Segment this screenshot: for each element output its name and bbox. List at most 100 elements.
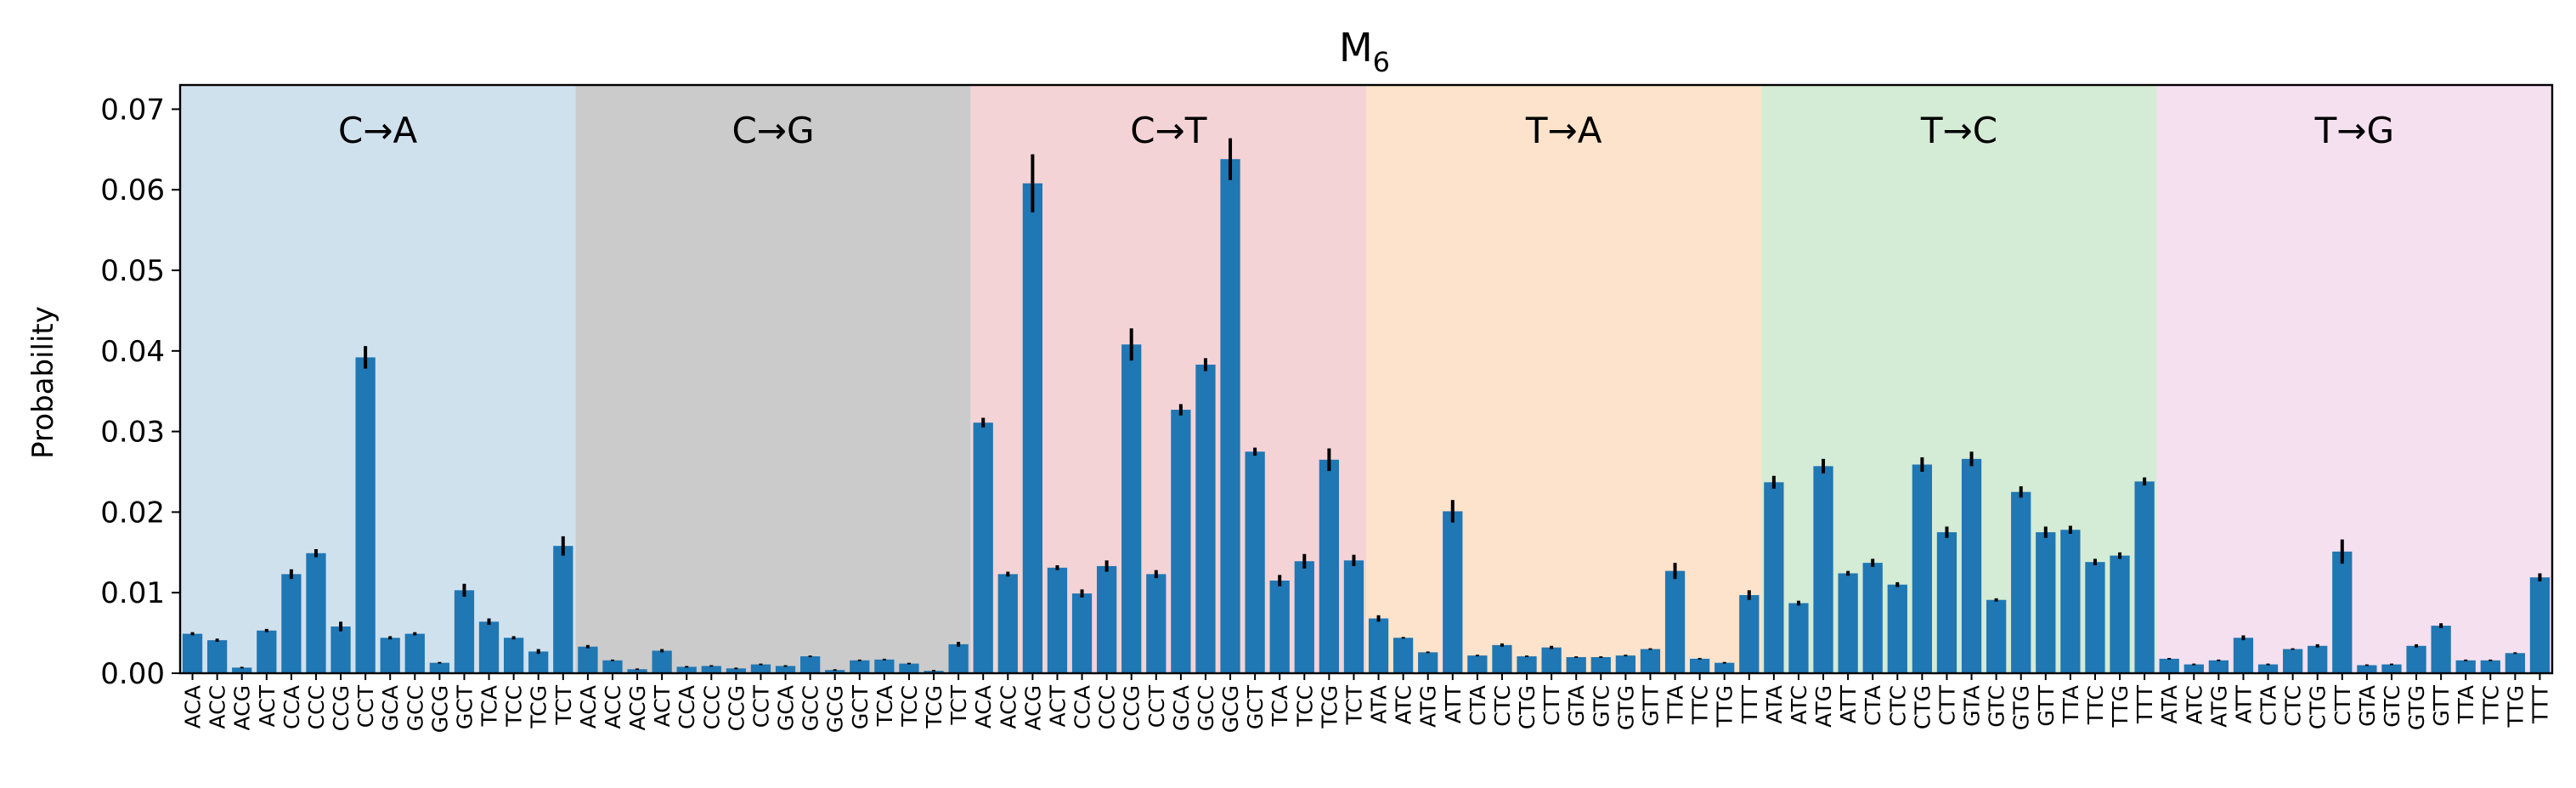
- x-tick-label: ACG: [230, 685, 255, 731]
- group-label: C→A: [338, 110, 418, 151]
- bar: [2357, 665, 2377, 673]
- bar: [775, 666, 796, 673]
- bar: [1838, 573, 1858, 673]
- bar: [899, 663, 919, 673]
- bar: [2332, 551, 2353, 673]
- bar: [306, 553, 326, 673]
- y-tick-label: 0.00: [100, 657, 165, 691]
- x-tick-label: GTT: [2034, 684, 2059, 726]
- bar: [602, 660, 623, 673]
- group-label: C→T: [1130, 110, 1207, 151]
- bar: [726, 668, 747, 673]
- group-label: T→C: [1920, 110, 1997, 151]
- x-tick-label: TCG: [527, 685, 551, 729]
- x-tick-label: TCT: [551, 684, 576, 725]
- chart-title: M6: [1339, 25, 1390, 78]
- x-tick-label: TTG: [2108, 685, 2133, 728]
- x-tick-label: GTT: [1638, 684, 1663, 726]
- x-tick-label: CTC: [1490, 685, 1515, 727]
- x-tick-label: ACC: [601, 685, 625, 729]
- bar: [1269, 580, 1290, 673]
- x-tick-label: TCT: [1342, 684, 1366, 725]
- x-tick-label: GCC: [403, 685, 427, 731]
- x-tick-label: ACT: [255, 684, 280, 727]
- bars: [182, 159, 2551, 674]
- bar: [1319, 459, 1340, 673]
- x-tick-label: TCC: [502, 685, 527, 728]
- x-tick-label: CTC: [1885, 685, 1910, 727]
- bar: [1294, 561, 1314, 673]
- bar: [1590, 657, 1611, 673]
- x-tick-label: GTG: [1613, 685, 1638, 730]
- x-tick-label: CCC: [699, 685, 724, 729]
- x-tick-label: CCG: [1120, 685, 1144, 731]
- bar: [355, 357, 376, 673]
- x-tick-label: TCT: [946, 684, 971, 725]
- bar: [2183, 664, 2204, 673]
- bar: [1343, 560, 1364, 673]
- x-tick-label: CCT: [353, 684, 378, 728]
- bar: [1541, 647, 1562, 673]
- bar: [232, 667, 252, 673]
- bar: [2381, 664, 2402, 673]
- group-band: [575, 85, 971, 673]
- bar: [924, 671, 944, 673]
- bar: [1862, 563, 1883, 673]
- bar: [2431, 626, 2451, 673]
- bar: [182, 633, 203, 673]
- x-tick-label: ATT: [2231, 684, 2256, 723]
- x-tick-label: GTC: [2380, 685, 2404, 728]
- bar: [1220, 159, 1240, 674]
- bar: [2282, 649, 2303, 673]
- x-tick-label: TCA: [477, 685, 502, 727]
- x-tick-label: TCG: [922, 685, 946, 729]
- bar: [2036, 532, 2056, 673]
- bar: [553, 546, 573, 673]
- bar: [701, 666, 721, 673]
- bar: [1121, 344, 1142, 673]
- x-tick-label: ATC: [1787, 685, 1811, 724]
- bar: [454, 590, 475, 673]
- x-tick-label: GTC: [1589, 685, 1613, 728]
- x-tick-label: ATC: [1392, 685, 1416, 724]
- bar: [1245, 451, 1265, 673]
- x-tick-label: GTA: [1960, 685, 1985, 727]
- bar: [1715, 662, 1735, 673]
- bar: [478, 621, 500, 673]
- bar: [1368, 618, 1389, 673]
- bar: [2208, 660, 2229, 673]
- bar: [2011, 491, 2031, 673]
- bar: [380, 638, 400, 673]
- bar: [1764, 482, 1784, 673]
- group-band: [1366, 85, 1762, 673]
- bar: [1986, 599, 2007, 673]
- bar: [2455, 660, 2476, 673]
- bar: [1640, 649, 1661, 673]
- bar: [799, 656, 821, 673]
- x-tick-label: ACA: [971, 685, 996, 728]
- x-tick-label: ATG: [1416, 685, 1441, 728]
- x-tick-label: GCA: [378, 685, 403, 731]
- x-tick-label: GTA: [1564, 685, 1589, 727]
- group-label: C→G: [732, 110, 814, 151]
- x-tick-label: GCA: [774, 685, 799, 731]
- x-tick-label: TCC: [897, 685, 922, 728]
- x-tick-label: TCG: [1317, 685, 1342, 729]
- bar: [281, 574, 302, 673]
- x-tick-label: GCG: [427, 685, 452, 733]
- bar: [1936, 532, 1957, 673]
- x-tick-label: ATA: [2157, 685, 2182, 724]
- bar: [1393, 638, 1414, 673]
- error-bars: [190, 138, 2542, 672]
- bar: [330, 626, 351, 673]
- y-tick-label: 0.05: [100, 254, 165, 288]
- x-tick-label: ACT: [650, 684, 675, 727]
- bar: [1071, 593, 1093, 673]
- x-tick-label: TTA: [2454, 685, 2478, 724]
- x-tick-label: CTG: [2306, 685, 2330, 729]
- bar: [973, 422, 993, 673]
- bar: [2134, 481, 2155, 673]
- x-tick-label: TCC: [1292, 685, 1317, 728]
- bar: [257, 630, 277, 673]
- chart-title-main: M: [1339, 25, 1373, 71]
